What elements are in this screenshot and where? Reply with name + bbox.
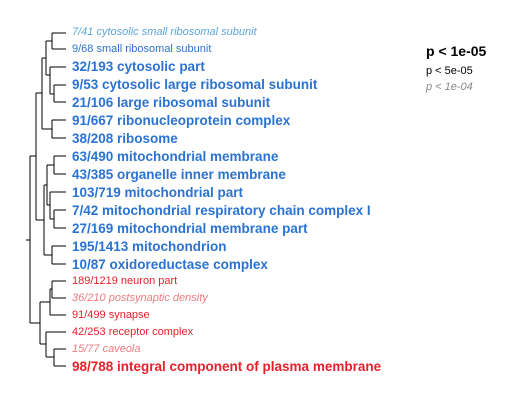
term-label: 10/87 oxidoreductase complex	[72, 257, 268, 272]
term-label: 91/499 synapse	[72, 309, 150, 321]
term-label: 195/1413 mitochondrion	[72, 239, 227, 254]
term-label: 21/106 large ribosomal subunit	[72, 95, 271, 110]
legend-entry: p < 1e-04	[426, 81, 473, 93]
term-label: 43/385 organelle inner membrane	[72, 167, 286, 182]
term-label: 32/193 cytosolic part	[72, 59, 205, 74]
dendrogram	[26, 32, 66, 367]
term-label: 189/1219 neuron part	[72, 275, 178, 287]
term-label: 15/77 caveola	[72, 343, 141, 355]
term-label: 7/41 cytosolic small ribosomal subunit	[72, 26, 257, 38]
term-label: 27/169 mitochondrial membrane part	[72, 221, 308, 236]
term-label: 7/42 mitochondrial respiratory chain com…	[72, 203, 371, 218]
term-label: 91/667 ribonucleoprotein complex	[72, 113, 291, 128]
legend-entry: p < 1e-05	[426, 43, 487, 59]
term-label: 42/253 receptor complex	[72, 326, 194, 338]
term-label: 103/719 mitochondrial part	[72, 185, 244, 200]
term-label: 9/68 small ribosomal subunit	[72, 43, 212, 55]
term-label: 9/53 cytosolic large ribosomal subunit	[72, 77, 318, 92]
term-label: 36/210 postsynaptic density	[72, 292, 208, 304]
legend-entry: p < 5e-05	[426, 65, 473, 77]
term-label: 63/490 mitochondrial membrane	[72, 149, 279, 164]
term-label: 98/788 integral component of plasma memb…	[72, 359, 382, 374]
term-label: 38/208 ribosome	[72, 131, 178, 146]
